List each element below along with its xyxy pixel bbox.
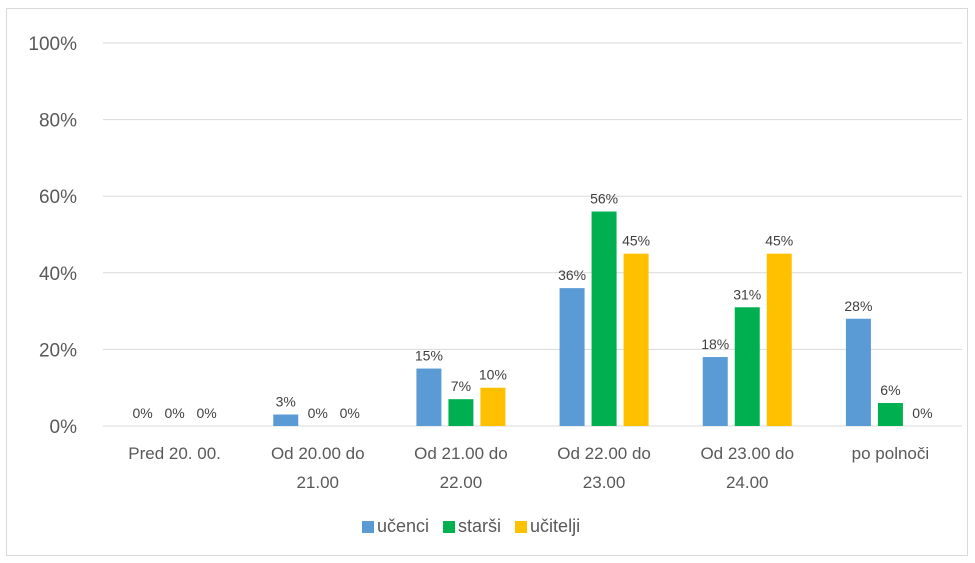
bar-učenci [559,288,585,426]
x-tick-label: Od 23.00 do [700,444,794,463]
x-tick-label: Od 21.00 do [414,444,508,463]
data-label: 7% [451,378,471,394]
x-tick-label: 22.00 [440,473,483,492]
data-label: 6% [880,382,900,398]
y-tick-label: 100% [28,34,77,55]
y-tick-label: 60% [39,187,77,208]
x-tick-label: Od 20.00 do [271,444,365,463]
x-tick-label: po polnoči [852,444,930,463]
y-tick-label: 20% [39,340,77,361]
legend-swatch-učenci [362,521,374,533]
legend-label: učenci [377,516,429,536]
data-label: 0% [340,405,360,421]
legend-swatch-učitelji [515,521,528,533]
legend: učenci starši učitelji [362,516,580,536]
x-tick-label: Od 22.00 do [557,444,651,463]
bar-starši [877,403,903,426]
data-label: 56% [590,191,618,207]
gridlines [103,42,962,427]
data-label: 3% [276,394,296,410]
bar-starši [591,211,617,426]
data-label: 31% [733,286,761,302]
bars [273,211,903,426]
data-labels: 0% 0% 0% 3% 0% 0% 15% 7% 10% 36% 56% 45% 18% 31% 45% 28… [132,191,932,421]
data-label: 45% [765,233,793,249]
x-tick-label: 21.00 [296,473,339,492]
bar-starši [448,399,474,426]
bar-učitelji [623,253,649,426]
bar-učitelji [766,253,792,426]
data-label: 0% [912,405,932,421]
y-tick-label: 0% [50,417,78,438]
chart-frame: 0% 20% 40% 60% 80% 100% 0% 0% 0% 3% 0% 0% 15% 7% 10% 3… [6,8,968,556]
data-label: 10% [479,367,507,383]
bar-učenci [416,368,442,426]
x-axis-ticks: Pred 20. 00. Od 20.00 do 21.00 Od 21.00 do 2… [128,444,929,492]
data-label: 15% [415,348,443,364]
data-label: 0% [308,405,328,421]
data-label: 0% [132,405,152,421]
bar-učenci [845,318,871,426]
x-tick-label: 23.00 [583,473,626,492]
bar-učitelji [480,387,506,426]
legend-swatch-starši [443,521,456,533]
y-tick-label: 40% [39,264,77,285]
bar-starši [734,307,760,426]
data-label: 36% [558,267,586,283]
y-axis-ticks: 0% 20% 40% 60% 80% 100% [28,34,77,438]
data-label: 0% [164,405,184,421]
data-label: 18% [701,336,729,352]
bar-učenci [702,357,728,426]
x-tick-label: Pred 20. 00. [128,444,221,463]
data-label: 0% [196,405,216,421]
data-label: 28% [844,298,872,314]
y-tick-label: 80% [39,111,77,132]
x-tick-label: 24.00 [726,473,769,492]
data-label: 45% [622,233,650,249]
legend-label: starši [458,516,501,536]
legend-label: učitelji [530,516,580,536]
bar-chart: 0% 20% 40% 60% 80% 100% 0% 0% 0% 3% 0% 0% 15% 7% 10% 3… [28,34,962,536]
bar-učenci [273,414,299,426]
